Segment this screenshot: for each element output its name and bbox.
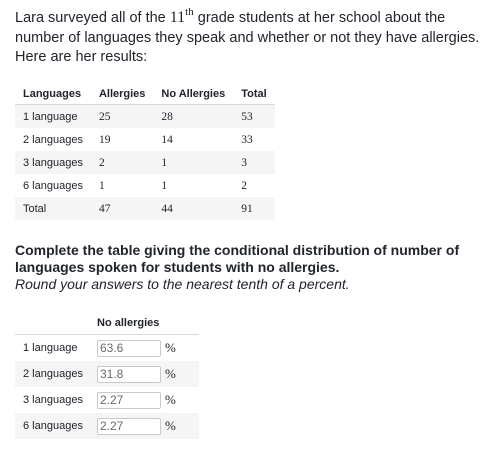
answer-row: 1 language %	[15, 335, 199, 361]
table-row: 3 languages 2 1 3	[15, 151, 275, 174]
percent-sign: %	[165, 418, 176, 433]
question-prompt: Complete the table giving the conditiona…	[15, 242, 485, 293]
cell-total: 53	[233, 104, 275, 128]
percent-sign: %	[165, 366, 176, 381]
row-label: Total	[15, 197, 91, 220]
cell-total: 91	[233, 197, 275, 220]
row-label: 6 languages	[23, 179, 83, 192]
row-label: 2 languages	[23, 133, 83, 146]
percent-sign: %	[165, 340, 176, 355]
problem-intro: Lara surveyed all of the 11th grade stud…	[15, 6, 485, 67]
answer-row-label: 2 languages	[23, 368, 83, 380]
col-header-total: Total	[233, 84, 275, 105]
rounding-note: Round your answers to the nearest tenth …	[15, 276, 350, 292]
answer-input-1-language[interactable]	[97, 339, 161, 357]
table-row: 2 languages 19 14 33	[15, 128, 275, 151]
col-header-languages: Languages	[15, 84, 91, 105]
cell-total: 3	[233, 151, 275, 174]
cell-no-allergies: 28	[153, 104, 234, 128]
cell-total: 33	[241, 133, 253, 146]
question-instruction: Complete the table giving the conditiona…	[15, 242, 460, 275]
row-label: 1 language	[15, 104, 91, 128]
cell-no-allergies: 1	[153, 151, 234, 174]
answer-col-header: No allergies	[15, 315, 199, 335]
row-label: 3 languages	[15, 151, 91, 174]
grade-suffix: th	[185, 6, 194, 18]
results-table: Languages Allergies No Allergies Total 1…	[15, 84, 275, 220]
answer-rows: 1 language % 2 languages % 3 languages %…	[15, 335, 199, 439]
cell-allergies: 19	[98, 133, 111, 146]
col-header-no-allergies: No Allergies	[153, 84, 234, 105]
answer-row-label: 1 language	[23, 342, 78, 354]
answer-input-2-languages[interactable]	[97, 365, 161, 383]
cell-allergies: 47	[90, 197, 154, 220]
answer-row: 6 languages %	[15, 413, 199, 439]
cell-allergies: 2	[90, 151, 154, 174]
cell-no-allergies: 14	[161, 133, 173, 146]
answer-input-3-languages[interactable]	[97, 391, 161, 409]
intro-text-start: Lara surveyed all of the	[15, 10, 170, 26]
answer-row: 3 languages %	[15, 387, 199, 413]
table-row: 1 language 25 28 53	[15, 104, 275, 128]
intro-text-end: grade students at her school about the n…	[15, 10, 480, 65]
col-header-allergies: Allergies	[90, 84, 154, 105]
results-header-row: Languages Allergies No Allergies Total	[15, 84, 275, 105]
answer-input-6-languages[interactable]	[97, 417, 161, 435]
grade-number: 11	[169, 9, 186, 26]
cell-allergies: 25	[90, 104, 154, 128]
table-row: 6 languages 1 1 2	[15, 174, 275, 197]
answer-row: 2 languages %	[15, 361, 199, 387]
answer-row-label: 3 languages	[23, 394, 83, 406]
cell-total: 2	[241, 179, 247, 192]
answer-row-label: 6 languages	[23, 420, 83, 432]
percent-sign: %	[165, 392, 176, 407]
table-row-total: Total 47 44 91	[15, 197, 275, 220]
cell-no-allergies: 1	[161, 179, 168, 192]
answer-table: No allergies 1 language % 2 languages % …	[15, 315, 199, 439]
cell-no-allergies: 44	[153, 197, 234, 220]
cell-allergies: 1	[98, 179, 105, 192]
